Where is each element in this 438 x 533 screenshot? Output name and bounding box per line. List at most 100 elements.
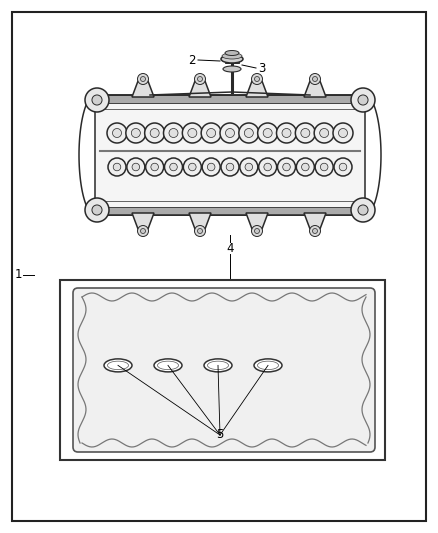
Circle shape: [151, 163, 159, 171]
Circle shape: [245, 163, 253, 171]
Circle shape: [282, 128, 291, 138]
Circle shape: [184, 158, 201, 176]
Circle shape: [146, 158, 164, 176]
Circle shape: [141, 77, 145, 82]
Circle shape: [85, 198, 109, 222]
Circle shape: [131, 128, 140, 138]
Circle shape: [198, 229, 202, 233]
Ellipse shape: [222, 53, 242, 59]
Circle shape: [201, 123, 221, 143]
Circle shape: [207, 163, 215, 171]
Text: 2: 2: [188, 53, 196, 67]
Circle shape: [194, 225, 205, 237]
Ellipse shape: [225, 51, 239, 55]
Circle shape: [141, 229, 145, 233]
Circle shape: [358, 95, 368, 105]
Polygon shape: [246, 213, 268, 229]
Circle shape: [240, 158, 258, 176]
Circle shape: [226, 128, 234, 138]
Polygon shape: [304, 213, 326, 229]
Circle shape: [258, 123, 278, 143]
Circle shape: [244, 128, 253, 138]
Circle shape: [107, 123, 127, 143]
Circle shape: [333, 123, 353, 143]
Circle shape: [108, 158, 126, 176]
Circle shape: [188, 163, 196, 171]
Circle shape: [310, 74, 321, 85]
Circle shape: [202, 158, 220, 176]
Ellipse shape: [223, 66, 241, 72]
Circle shape: [182, 123, 202, 143]
Circle shape: [320, 163, 328, 171]
Circle shape: [127, 158, 145, 176]
Circle shape: [170, 163, 177, 171]
Polygon shape: [132, 213, 154, 229]
Text: 4: 4: [226, 241, 234, 254]
Circle shape: [301, 163, 309, 171]
Circle shape: [358, 205, 368, 215]
Circle shape: [188, 128, 197, 138]
Polygon shape: [304, 81, 326, 97]
Circle shape: [169, 128, 178, 138]
FancyBboxPatch shape: [73, 288, 375, 452]
Polygon shape: [246, 81, 268, 97]
Circle shape: [297, 158, 314, 176]
Circle shape: [85, 88, 109, 112]
Text: 5: 5: [216, 429, 224, 441]
Circle shape: [239, 123, 259, 143]
Circle shape: [351, 88, 375, 112]
Bar: [225, 55, 239, 63]
Circle shape: [254, 77, 259, 82]
Circle shape: [138, 225, 148, 237]
Circle shape: [259, 158, 277, 176]
Circle shape: [150, 128, 159, 138]
Circle shape: [165, 158, 183, 176]
Circle shape: [92, 95, 102, 105]
Circle shape: [251, 225, 262, 237]
Text: 1: 1: [14, 269, 22, 281]
Polygon shape: [189, 213, 211, 229]
Circle shape: [334, 158, 352, 176]
Polygon shape: [132, 81, 154, 97]
Circle shape: [301, 128, 310, 138]
Polygon shape: [189, 81, 211, 97]
Circle shape: [278, 158, 296, 176]
Circle shape: [92, 205, 102, 215]
Ellipse shape: [204, 359, 232, 372]
Circle shape: [339, 163, 347, 171]
Circle shape: [251, 74, 262, 85]
Circle shape: [263, 128, 272, 138]
Circle shape: [221, 158, 239, 176]
Bar: [97, 207, 363, 215]
Circle shape: [283, 163, 290, 171]
Circle shape: [315, 158, 333, 176]
Circle shape: [295, 123, 315, 143]
Circle shape: [254, 229, 259, 233]
Circle shape: [314, 123, 334, 143]
Circle shape: [339, 128, 347, 138]
Circle shape: [138, 74, 148, 85]
Circle shape: [207, 128, 215, 138]
Circle shape: [132, 163, 140, 171]
Bar: [97, 95, 363, 103]
Circle shape: [145, 123, 165, 143]
Circle shape: [113, 128, 121, 138]
Circle shape: [113, 163, 121, 171]
Bar: [95, 95, 365, 215]
Ellipse shape: [104, 359, 132, 372]
Circle shape: [320, 128, 328, 138]
Circle shape: [264, 163, 272, 171]
Circle shape: [312, 229, 318, 233]
Circle shape: [310, 225, 321, 237]
Circle shape: [351, 198, 375, 222]
Circle shape: [226, 163, 234, 171]
Ellipse shape: [254, 359, 282, 372]
Circle shape: [194, 74, 205, 85]
Ellipse shape: [221, 55, 243, 63]
Bar: [60, 280, 385, 460]
Circle shape: [126, 123, 146, 143]
Circle shape: [312, 77, 318, 82]
Circle shape: [220, 123, 240, 143]
Circle shape: [276, 123, 297, 143]
Text: 3: 3: [258, 61, 266, 75]
